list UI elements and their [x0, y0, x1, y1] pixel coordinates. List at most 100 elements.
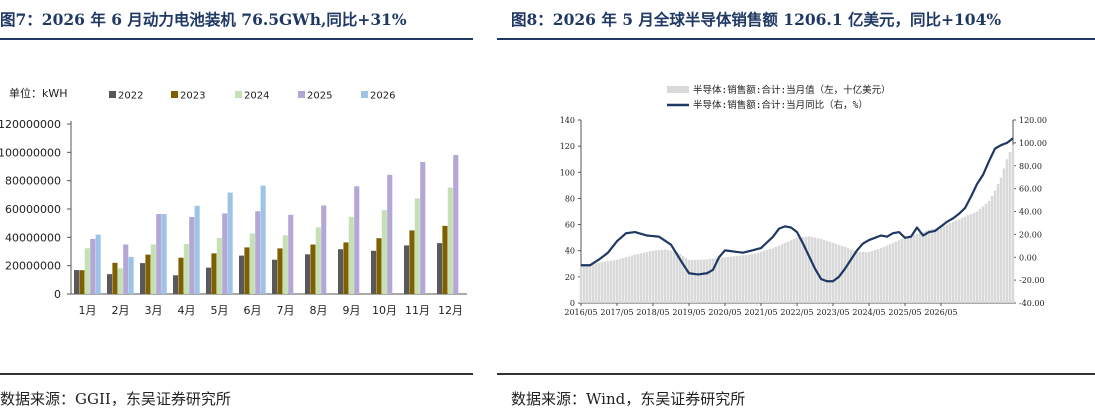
- bar-2026-2: [128, 256, 134, 294]
- sales-bar: [912, 234, 916, 303]
- sales-bar: [684, 257, 688, 303]
- x-tick-label: 6月: [244, 304, 262, 317]
- sales-bar: [852, 250, 856, 303]
- sales-bar: [864, 252, 868, 303]
- sales-bar: [948, 223, 952, 303]
- bar-2026-1: [95, 234, 101, 294]
- legend-swatch-2024: [235, 91, 242, 98]
- sales-bar: [831, 242, 835, 303]
- x-tick-label: 2019/05: [672, 308, 705, 317]
- right-y-tick-label: -40.00: [1019, 299, 1045, 308]
- sales-bar: [642, 252, 646, 303]
- data-source: 数据来源：Wind，东吴证券研究所: [511, 390, 746, 408]
- bar-2025-7: [288, 214, 294, 294]
- bar-2025-6: [255, 211, 261, 294]
- x-tick-label: 2025/05: [888, 308, 921, 317]
- y-tick-label: 40000000: [5, 231, 61, 244]
- sales-bar: [711, 258, 715, 303]
- left-y-tick-label: 40: [565, 247, 575, 256]
- bar-2025-1: [90, 238, 96, 294]
- sales-bar: [699, 259, 703, 303]
- sales-bar: [588, 264, 592, 303]
- y-tick-label: 20000000: [5, 260, 61, 273]
- x-tick-label: 2月: [112, 304, 130, 317]
- bar-2023-1: [79, 270, 85, 294]
- y-tick-label: 0: [54, 288, 61, 301]
- bar-2022-12: [437, 243, 443, 294]
- right-y-tick-label: 120.00: [1019, 116, 1047, 125]
- sales-bar: [612, 260, 616, 303]
- sales-bar: [1002, 168, 1006, 303]
- x-tick-label: 5月: [211, 304, 229, 317]
- sales-bar: [672, 251, 676, 303]
- sales-bar: [984, 203, 988, 303]
- bar-2024-10: [381, 210, 387, 294]
- bar-2023-7: [277, 248, 283, 294]
- sales-bar: [921, 231, 925, 303]
- bar-2026-4: [194, 205, 200, 294]
- sales-bar: [900, 238, 904, 303]
- bar-2022-11: [404, 245, 410, 294]
- sales-bar: [891, 242, 895, 303]
- sales-bar: [918, 232, 922, 303]
- sales-bar: [1011, 144, 1015, 303]
- left-y-tick-label: 80: [565, 194, 575, 203]
- left-y-tick-label: 140: [560, 116, 575, 125]
- sales-bar: [675, 252, 679, 303]
- x-tick-label: 2021/05: [744, 308, 777, 317]
- sales-bar: [657, 250, 661, 303]
- sales-bar: [624, 257, 628, 303]
- sales-bar: [726, 256, 730, 303]
- sales-bar: [594, 263, 598, 303]
- legend-swatch-sales: [667, 86, 689, 93]
- sales-bar: [717, 257, 721, 303]
- bar-2022-1: [74, 270, 80, 294]
- semiconductor-sales-chart: 半导体:销售额:合计:当月值（左，十亿美元） 半导体:销售额:合计:当月同比（右，…: [560, 84, 1047, 317]
- title-rule: [497, 38, 1095, 40]
- sales-bar: [819, 238, 823, 303]
- sales-bar: [1008, 152, 1012, 303]
- legend-label-yoy: 半导体:销售额:合计:当月同比（右，%）: [693, 99, 868, 111]
- sales-bar: [732, 256, 736, 303]
- bar-2022-7: [272, 259, 278, 294]
- x-tick-label: 2024/05: [852, 308, 885, 317]
- legend-swatch-2025: [298, 91, 305, 98]
- sales-bar: [678, 253, 682, 303]
- title-rule: [0, 38, 473, 40]
- sales-bar: [666, 250, 670, 303]
- bar-2026-3: [161, 214, 167, 294]
- legend-label-2023: 2023: [180, 91, 205, 102]
- sales-bar: [810, 236, 814, 303]
- sales-bar: [660, 249, 664, 303]
- sales-bar: [771, 248, 775, 303]
- right-y-tick-label: 60.00: [1019, 185, 1042, 194]
- sales-bar: [618, 258, 622, 303]
- sales-bar: [855, 252, 859, 303]
- sales-bar: [735, 255, 739, 303]
- bar-2022-2: [107, 274, 113, 294]
- sales-bar: [786, 241, 790, 303]
- x-tick-label: 2020/05: [708, 308, 741, 317]
- sales-bar: [636, 253, 640, 303]
- sales-bar: [780, 244, 784, 303]
- left-y-tick-label: 0: [570, 299, 575, 308]
- sales-bar: [834, 243, 838, 303]
- x-tick-label: 2026/05: [924, 308, 957, 317]
- bar-2025-8: [321, 205, 327, 294]
- sales-bar: [951, 221, 955, 303]
- sales-bar: [873, 250, 877, 303]
- bar-2024-3: [150, 244, 156, 294]
- y-tick-label: 120000000: [0, 118, 61, 131]
- sales-bar: [639, 253, 643, 303]
- sales-bar: [774, 246, 778, 303]
- sales-bar: [744, 254, 748, 303]
- bar-2024-5: [216, 237, 222, 294]
- sales-bar: [648, 251, 652, 303]
- sales-bar: [849, 249, 853, 303]
- bar-2024-6: [249, 233, 255, 294]
- sales-bar: [867, 252, 871, 303]
- sales-bar: [702, 259, 706, 303]
- left-y-tick-label: 20: [565, 273, 575, 282]
- sales-bar: [846, 248, 850, 303]
- bar-2022-6: [239, 255, 245, 294]
